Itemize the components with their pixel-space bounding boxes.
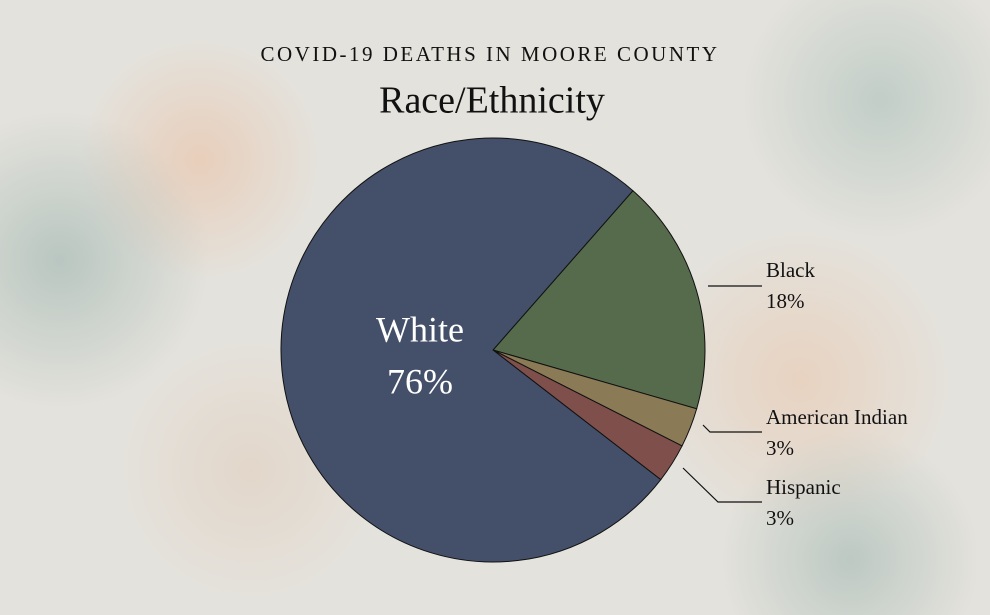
leader-line bbox=[682, 467, 762, 503]
pie-slice bbox=[492, 190, 706, 410]
slice-value-label: 18% bbox=[766, 289, 805, 313]
slice-label: White bbox=[376, 309, 464, 349]
chart-subtitle: Race/Ethnicity bbox=[379, 80, 605, 122]
slice-value-label: 76% bbox=[387, 361, 453, 401]
pie-slice bbox=[280, 137, 662, 563]
leader-line bbox=[702, 424, 762, 433]
chart-title: COVID-19 DEATHS IN MOORE COUNTY bbox=[261, 42, 720, 66]
slice-label: American Indian bbox=[766, 405, 908, 429]
slice-label: Black bbox=[766, 258, 815, 282]
slice-value-label: 3% bbox=[766, 506, 794, 530]
slice-value-label: 3% bbox=[766, 436, 794, 460]
slice-label: Hispanic bbox=[766, 475, 841, 499]
